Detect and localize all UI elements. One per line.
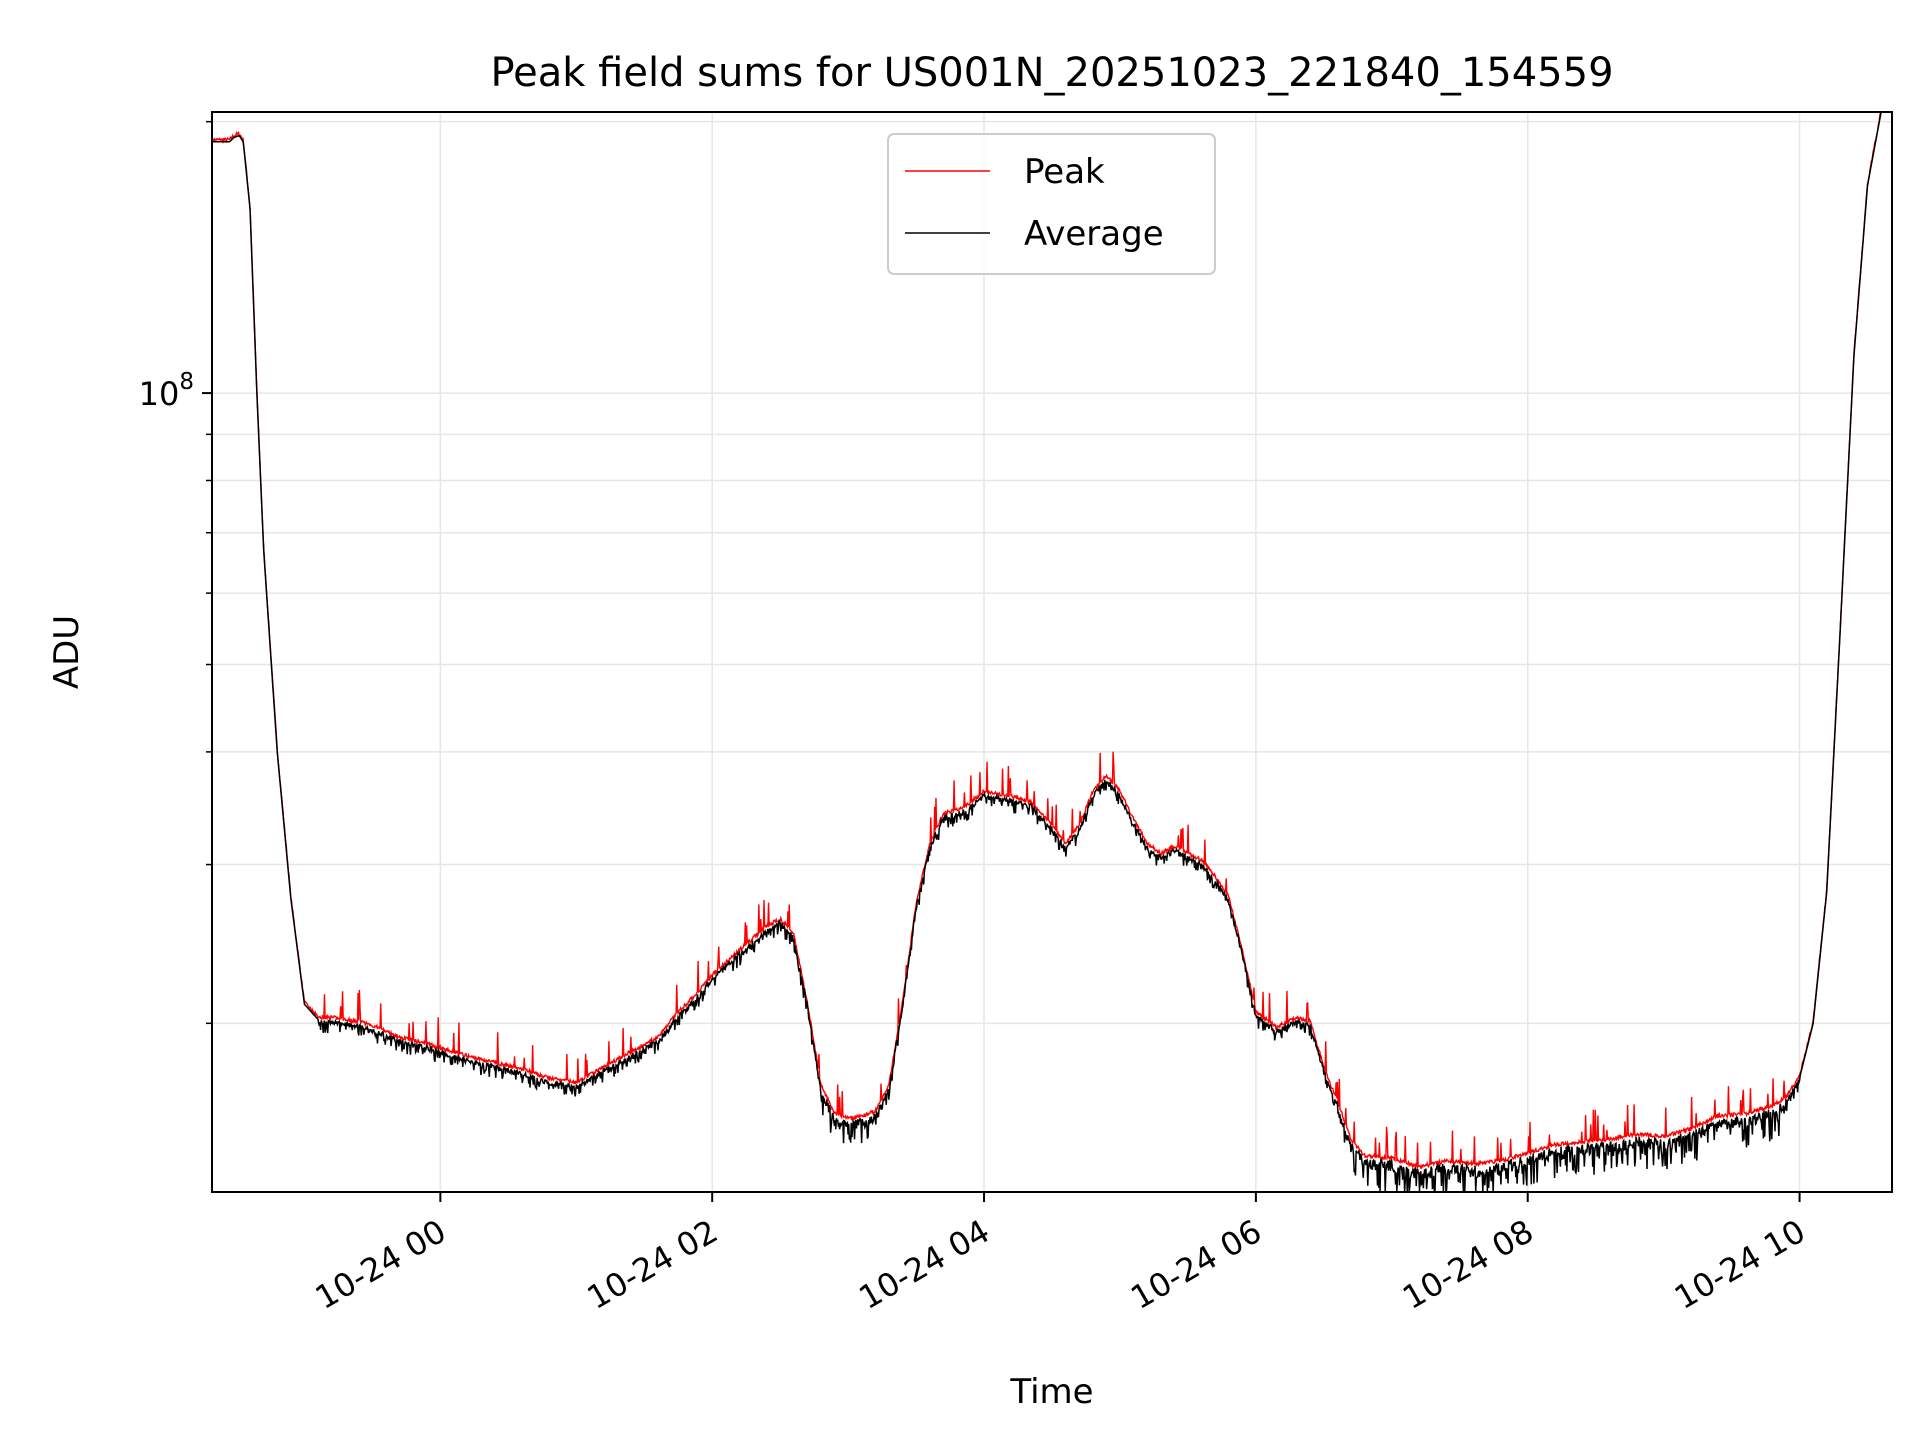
x-axis-label: Time bbox=[1009, 1372, 1093, 1412]
legend-label-peak: Peak bbox=[1024, 152, 1105, 192]
y-axis-label: ADU bbox=[47, 615, 87, 689]
chart-title: Peak field sums for US001N_20251023_2218… bbox=[490, 50, 1613, 96]
legend: Peak Average bbox=[887, 133, 1216, 275]
plot-background bbox=[212, 112, 1892, 1192]
series-line-peak bbox=[211, 111, 1892, 1170]
legend-label-average: Average bbox=[1024, 214, 1164, 254]
y-tick-label: 108 bbox=[139, 369, 194, 413]
grid bbox=[212, 112, 1892, 1192]
legend-box bbox=[887, 133, 1216, 275]
series-line-average bbox=[212, 111, 1892, 1193]
series bbox=[211, 111, 1892, 1193]
plot-frame bbox=[211, 111, 1893, 1193]
